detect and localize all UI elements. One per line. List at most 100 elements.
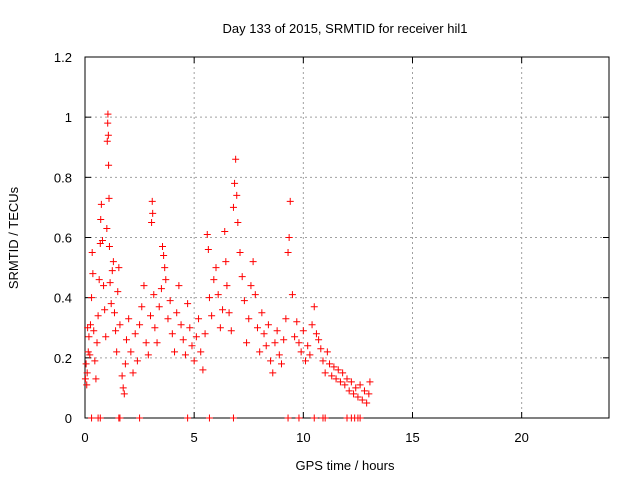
data-point [321, 414, 329, 422]
data-point [321, 369, 329, 377]
data-point [278, 360, 285, 368]
data-point [101, 306, 109, 314]
data-point [150, 291, 158, 299]
data-point [199, 366, 207, 374]
data-point [88, 294, 96, 302]
x-tick-label: 20 [514, 430, 528, 445]
data-point [356, 381, 364, 389]
data-point [269, 369, 277, 377]
data-point [118, 372, 126, 380]
data-point [140, 282, 148, 290]
data-point [350, 390, 358, 398]
data-point [116, 414, 124, 422]
data-point [104, 119, 112, 127]
data-point [317, 345, 325, 353]
data-point [105, 161, 113, 169]
data-point [299, 327, 307, 335]
y-tick-label: 1.2 [54, 50, 72, 65]
data-point [222, 258, 230, 266]
x-tick-label: 5 [191, 430, 198, 445]
data-point [271, 339, 279, 347]
data-point [330, 363, 338, 371]
data-point [148, 197, 156, 205]
data-point [365, 390, 373, 398]
data-point [112, 327, 120, 335]
data-point [352, 384, 360, 392]
data-point [82, 360, 90, 368]
data-point [159, 243, 167, 251]
data-point [184, 300, 192, 308]
data-point [212, 264, 220, 272]
data-point [195, 315, 203, 323]
data-point [366, 378, 374, 386]
data-point [88, 249, 96, 257]
data-point [168, 330, 176, 338]
data-point [96, 414, 104, 422]
data-point [219, 306, 227, 314]
data-point [225, 309, 233, 317]
y-tick-label: 0.8 [54, 170, 72, 185]
data-point [332, 375, 340, 383]
data-point [103, 137, 111, 145]
data-point [93, 339, 101, 347]
data-point [238, 273, 246, 281]
data-point [97, 200, 105, 208]
data-point [121, 360, 129, 368]
data-point [245, 315, 253, 323]
data-point [85, 333, 93, 341]
data-point [179, 336, 187, 344]
data-point [291, 333, 299, 341]
data-point [166, 297, 174, 305]
x-tick-label: 15 [405, 430, 419, 445]
data-point [302, 357, 310, 365]
data-point [164, 315, 172, 323]
data-point [171, 348, 179, 356]
data-point [293, 318, 301, 326]
chart-title: Day 133 of 2015, SRMTID for receiver hil… [223, 21, 468, 36]
data-point [326, 360, 334, 368]
data-point [103, 224, 111, 232]
data-point [295, 414, 303, 422]
ticks: 0 5 10 15 20 0 0.2 0.4 0.6 0.8 1 1.2 [54, 50, 609, 445]
data-point [105, 243, 113, 251]
data-point [262, 342, 270, 350]
data-point [285, 234, 293, 241]
data-point [339, 369, 347, 377]
data-point [83, 369, 91, 377]
data-point [306, 351, 314, 359]
data-point [256, 348, 264, 356]
data-point [264, 321, 272, 329]
data-point [102, 333, 110, 341]
data-point [104, 110, 112, 118]
data-point [155, 303, 163, 311]
data-point [229, 414, 237, 422]
data-point [94, 312, 102, 320]
data-point [233, 191, 241, 199]
data-point [173, 309, 181, 317]
data-point [201, 330, 209, 338]
data-point [315, 336, 323, 344]
data-point [89, 270, 97, 278]
data-point [360, 387, 368, 395]
data-point [90, 327, 98, 335]
data-point [288, 291, 296, 299]
data-point [358, 396, 366, 404]
y-axis-label: SRMTID / TECUs [6, 186, 21, 289]
data-point [203, 230, 211, 238]
data-point [157, 285, 165, 293]
y-tick-label: 0.2 [54, 351, 72, 366]
data-point [92, 375, 100, 383]
data-point [177, 321, 185, 329]
y-tick-label: 0.6 [54, 231, 72, 246]
data-point [345, 387, 353, 395]
data-point [114, 288, 122, 296]
data-point [88, 414, 96, 422]
grid [85, 57, 609, 418]
data-point [136, 414, 144, 422]
y-tick-label: 1 [65, 110, 72, 125]
data-point [110, 309, 118, 317]
data-point [91, 357, 99, 365]
data-point [81, 375, 89, 383]
data-point [343, 375, 351, 383]
